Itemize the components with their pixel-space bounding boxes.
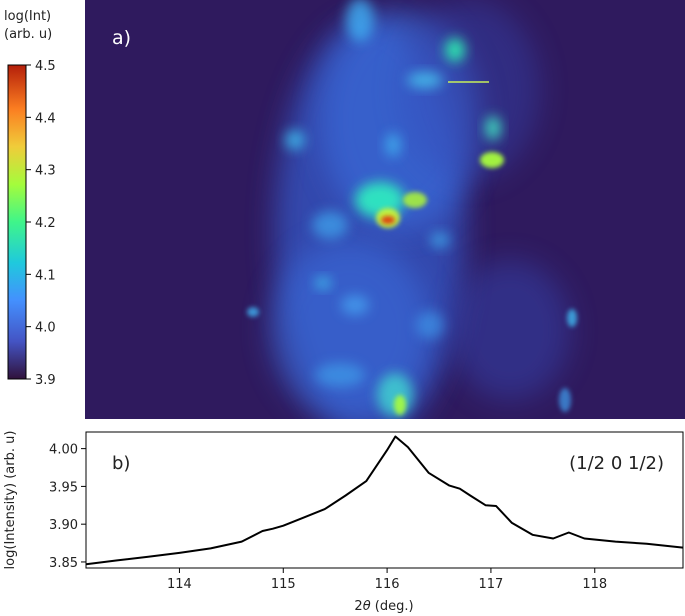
colorbar-tick-label: 3.9 (35, 373, 56, 388)
colorbar-ticks: 4.5 4.4 4.3 4.2 4.1 4.0 3.9 (26, 59, 56, 388)
bright-spots (247, 0, 577, 417)
colorbar-tick-label: 4.0 (35, 321, 56, 336)
colorbar: log(Int) (arb. u) 4.5 4.4 4.3 4.2 4.1 4.0 3.9 (4, 9, 56, 388)
panel-b-label: b) (112, 453, 130, 474)
y-tick-label: 3.95 (49, 480, 78, 495)
x-axis-label-2: 2 (354, 599, 362, 614)
colorbar-tick-label: 4.2 (35, 216, 56, 231)
x-tick-label: 118 (582, 577, 607, 592)
colorbar-tick-label: 4.4 (35, 111, 56, 126)
colorbar-tick-label: 4.1 (35, 268, 56, 283)
colorbar-scale (7, 64, 27, 380)
x-tick-label: 115 (271, 577, 296, 592)
scattered-intensity-band (270, 0, 570, 419)
x-axis-label-unit: (deg.) (371, 599, 414, 614)
colorbar-label-line2: (arb. u) (4, 27, 52, 42)
x-tick-label: 114 (167, 577, 192, 592)
colorbar-label-line1: log(Int) (4, 9, 51, 24)
colorbar-tick-label: 4.5 (35, 59, 56, 74)
y-tick-label: 4.00 (49, 443, 78, 458)
y-tick-label: 3.90 (49, 518, 78, 533)
x-tick-label: 116 (375, 577, 400, 592)
series-line (86, 435, 683, 566)
panel-b-annotation: (1/2 0 1/2) (569, 453, 664, 474)
x-axis-label: 2θ (deg.) (354, 599, 413, 614)
x-tick-label: 117 (479, 577, 504, 592)
panel-b: 114 115 116 117 118 3.85 3.90 3.95 4.00 b) (1/2 … (3, 431, 684, 614)
panel-a-label: a) (112, 27, 131, 49)
x-axis-label-theta: θ (363, 599, 371, 614)
y-axis-label: log(Intensity) (arb. u) (3, 431, 18, 570)
panel-a: a) (85, 0, 685, 419)
y-tick-label: 3.85 (49, 556, 78, 571)
colorbar-tick-label: 4.3 (35, 164, 56, 179)
panel-b-axes: 114 115 116 117 118 3.85 3.90 3.95 4.00 (49, 443, 607, 592)
panel-b-plot-area (86, 435, 683, 566)
